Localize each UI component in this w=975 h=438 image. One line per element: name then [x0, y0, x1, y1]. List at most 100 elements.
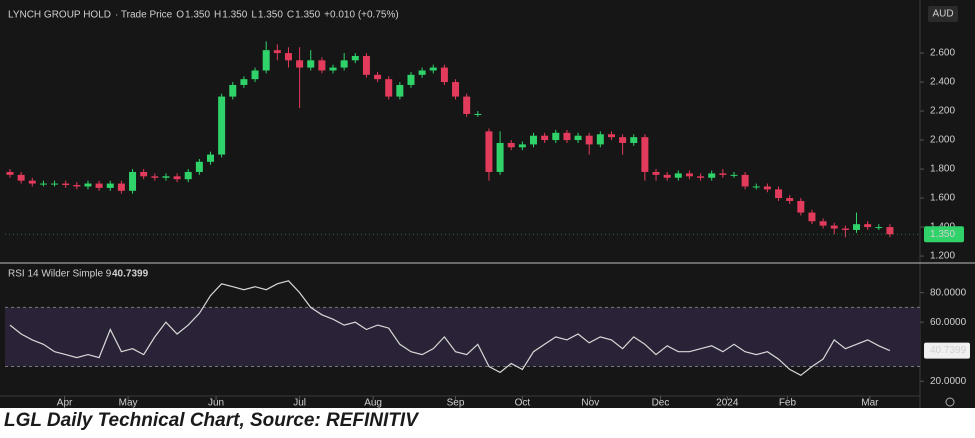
candle-body [195, 161, 203, 172]
candle-body [864, 224, 872, 228]
candle-body [340, 60, 348, 68]
candle-body [62, 183, 70, 186]
candle-body [485, 131, 493, 172]
candle-body [819, 221, 827, 226]
candle-body [797, 200, 805, 213]
candle-body [886, 227, 894, 235]
x-tick-label: Mar [861, 398, 879, 408]
candle-body [251, 70, 259, 80]
settings-icon[interactable] [945, 397, 955, 407]
candle-body [296, 60, 304, 68]
header-text: +0.010 (+0.75%) [324, 10, 399, 21]
last-price-box [924, 226, 964, 243]
candle-body [84, 183, 92, 187]
x-tick-label: May [119, 398, 138, 408]
candle-body [284, 53, 292, 61]
candle-body [17, 174, 25, 181]
candle-body [117, 183, 125, 191]
x-tick-label: 2024 [716, 398, 739, 408]
candle-body [307, 60, 315, 68]
header-text: 1.350 [185, 10, 210, 21]
header-text: L [251, 10, 257, 21]
candle-body [106, 183, 114, 188]
candle-body [786, 198, 794, 201]
candle-body [708, 173, 716, 178]
header-text: H [214, 10, 221, 21]
candle-body [229, 84, 237, 97]
candle-body [418, 70, 426, 75]
candle-body [6, 171, 14, 175]
currency-box[interactable] [928, 6, 958, 22]
candle-body [140, 171, 148, 177]
candle-body [574, 135, 582, 141]
candle-body [73, 185, 81, 187]
candle-body [362, 55, 370, 75]
header-text: LYNCH GROUP HOLD [8, 10, 111, 21]
y-tick-label: 60.0000 [930, 317, 967, 328]
candle-body [841, 228, 849, 230]
candle-body [607, 134, 615, 138]
candle-body [641, 137, 649, 172]
candle-body [518, 144, 526, 148]
candle-body [730, 174, 738, 176]
rsi-last-box [924, 342, 970, 359]
x-tick-label: Feb [779, 398, 797, 408]
x-tick-label: Jun [208, 398, 224, 408]
candle-body [853, 224, 861, 230]
y-tick-label: 2.200 [930, 106, 955, 117]
candle-body [552, 132, 560, 141]
header-text: 1.350 [295, 10, 320, 21]
y-tick-label: 20.0000 [930, 376, 967, 387]
candle-body [619, 137, 627, 143]
y-tick-label: 1.200 [930, 251, 955, 262]
candle-body [496, 142, 504, 172]
candle-body [374, 74, 382, 80]
candle-body [173, 176, 181, 180]
candle-body [452, 82, 460, 97]
candle-body [697, 176, 705, 178]
candle-body [585, 135, 593, 145]
candle-body [429, 67, 437, 71]
candle-body [262, 50, 270, 71]
x-tick-label: Nov [581, 398, 599, 408]
candle-body [752, 186, 760, 188]
candle-body [775, 189, 783, 199]
candle-body [463, 96, 471, 114]
candle-body [28, 180, 36, 184]
candle-body [51, 183, 59, 185]
candle-body [474, 113, 482, 115]
candle-body [218, 96, 226, 155]
candle-body [674, 173, 682, 178]
caption: LGL Daily Technical Chart, Source: REFIN… [4, 410, 418, 431]
rsi-value: 40.7399 [112, 269, 149, 280]
rsi-line [9, 280, 891, 377]
header-text: · Trade Price [115, 10, 173, 21]
last-price-label: 1.350 [930, 229, 955, 240]
candle-body [530, 135, 538, 145]
candle-body [719, 173, 727, 175]
x-tick-label: Aug [364, 398, 382, 408]
candle-body [329, 67, 337, 71]
candle-body [652, 171, 660, 175]
candle-body [507, 142, 515, 148]
candle-body [808, 212, 816, 222]
candle-body [596, 134, 604, 145]
header-text: 1.350 [222, 10, 247, 21]
candle-body [685, 173, 693, 177]
candle-body [184, 171, 192, 180]
candle-body [318, 60, 326, 71]
candle-body [129, 171, 137, 191]
x-tick-label: Apr [57, 398, 73, 408]
candle-body [162, 176, 170, 178]
candle-body [95, 183, 103, 188]
candle-body [273, 50, 281, 54]
candle-body [875, 227, 883, 229]
header-text: C [287, 10, 294, 21]
candle-body [407, 74, 415, 85]
y-tick-label: 1.800 [930, 164, 955, 175]
candle-body [385, 79, 393, 97]
rsi-band [5, 307, 920, 367]
x-tick-label: Oct [515, 398, 531, 408]
rsi-last-label: 40.7399 [930, 345, 967, 356]
